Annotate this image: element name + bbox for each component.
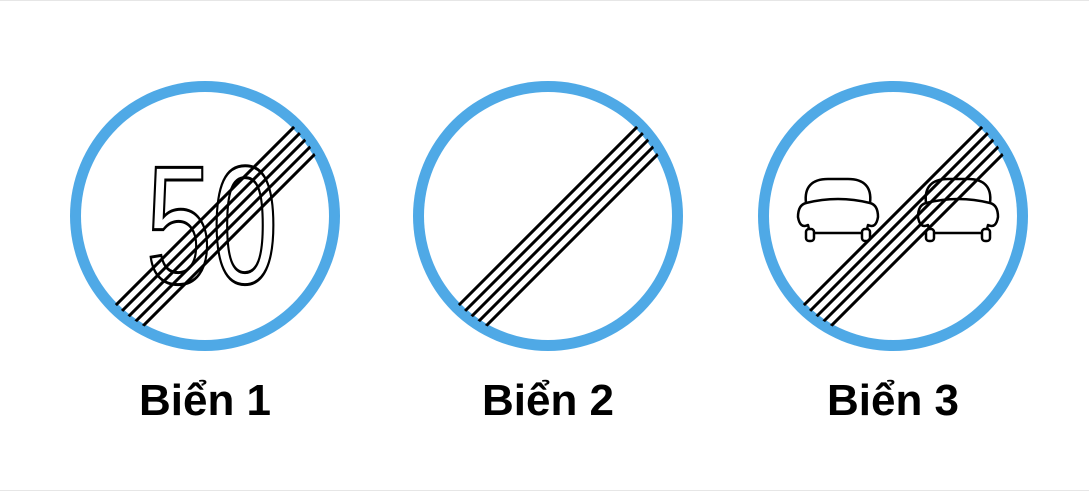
sign-card-3: Biển 3 — [748, 71, 1038, 425]
cancellation-stripes — [786, 109, 1019, 342]
car-icon — [796, 177, 880, 243]
end-no-overtaking-sign-icon — [758, 81, 1028, 351]
end-speed-limit-sign-icon: 50 — [70, 81, 340, 351]
sign-label-3: Biển 3 — [826, 376, 960, 425]
sign-card-1: 50 Biển 1 — [60, 71, 350, 425]
sign-label-1: Biển 1 — [138, 376, 272, 425]
end-all-restrictions-sign-icon — [413, 81, 683, 351]
sign-label-2: Biển 2 — [481, 376, 615, 425]
cancellation-stripes — [98, 109, 331, 342]
cancellation-stripes — [441, 109, 674, 342]
sign-card-2: Biển 2 — [403, 71, 693, 425]
